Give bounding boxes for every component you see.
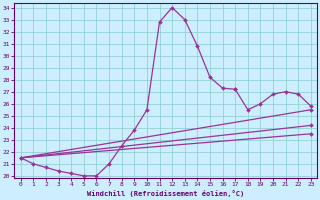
X-axis label: Windchill (Refroidissement éolien,°C): Windchill (Refroidissement éolien,°C) [87,190,244,197]
